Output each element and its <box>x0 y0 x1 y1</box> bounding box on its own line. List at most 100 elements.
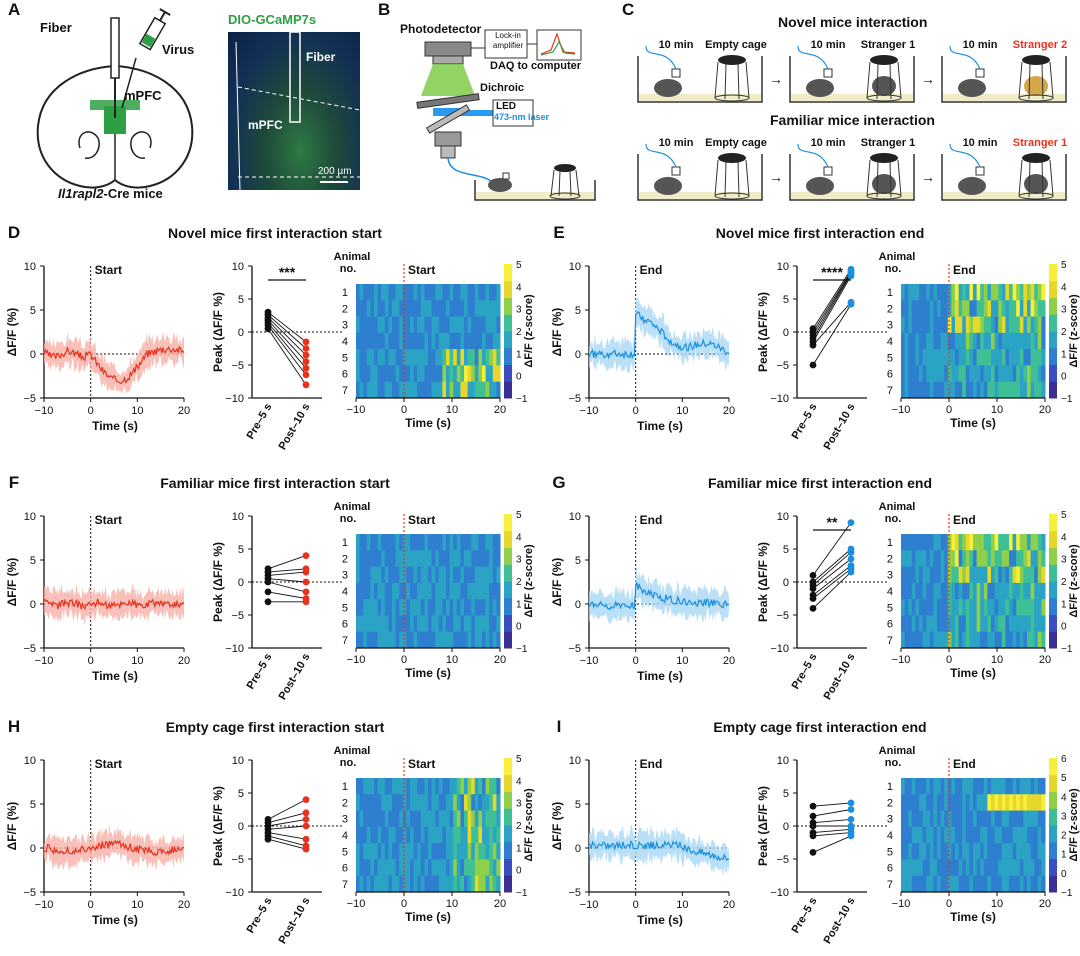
heatmap-cell <box>410 810 415 828</box>
heatmap-cell <box>417 300 422 318</box>
heatmap-cell <box>478 826 483 844</box>
heatmap-cell <box>951 843 956 860</box>
heatmap-cell <box>962 284 967 301</box>
colorbar-segment <box>504 314 512 332</box>
heatmap-cell <box>428 332 433 350</box>
heatmap-cell <box>980 599 985 616</box>
heatmap-cell <box>496 284 501 301</box>
heatmap-cell <box>435 778 440 795</box>
heatmap-row-label: 5 <box>887 602 893 614</box>
heatmap-cell <box>1034 778 1039 795</box>
heatmap-cell <box>485 332 490 350</box>
heatmap-cell <box>951 365 956 383</box>
heatmap-cell <box>363 284 368 301</box>
heatmap-cell <box>933 875 938 893</box>
heatmap-cell <box>951 778 956 795</box>
heatmap-cell <box>911 778 916 795</box>
heatmap-cell <box>951 631 956 649</box>
heatmap-cell <box>933 615 938 633</box>
heatmap-cell <box>955 316 960 334</box>
heatmap-cell <box>492 316 497 334</box>
trace-x-tick: −10 <box>580 655 599 667</box>
heatmap-cell <box>435 615 440 633</box>
heatmap-cell <box>474 843 479 860</box>
heatmap-cell <box>983 332 988 350</box>
heatmap-cell <box>911 810 916 828</box>
heatmap-cell <box>413 550 418 568</box>
heatmap-cell <box>363 794 368 812</box>
heatmap-cell <box>482 615 487 633</box>
heatmap-cell <box>947 284 952 301</box>
heatmap-cell <box>446 843 451 860</box>
familiar-interaction-title: Familiar mice interaction <box>770 112 935 128</box>
trace-sem-band <box>589 824 729 876</box>
heatmap-cell <box>991 631 996 649</box>
heatmap-cell <box>1030 794 1035 812</box>
heatmap-cell <box>449 284 454 301</box>
heatmap-cell <box>366 534 371 551</box>
heatmap-cell <box>374 859 379 877</box>
post-point <box>302 552 310 559</box>
heatmap-cell <box>399 599 404 616</box>
heatmap-cell <box>420 534 425 551</box>
heatmap-cell <box>496 300 501 318</box>
heatmap-cell <box>976 826 981 844</box>
heatmap-cell <box>492 550 497 568</box>
heatmap-cell <box>940 316 945 334</box>
peak-y-tick: −5 <box>776 610 789 622</box>
heatmap-cell <box>929 826 934 844</box>
heatmap-cell <box>915 615 920 633</box>
heatmap-cell <box>929 778 934 795</box>
colorbar-tick: 4 <box>516 532 522 543</box>
heatmap-cell <box>987 778 992 795</box>
colorbar-tick: −1 <box>516 644 528 655</box>
heatmap-cell <box>1037 794 1042 812</box>
heatmap-cell <box>991 794 996 812</box>
heatmap-cell <box>363 534 368 551</box>
heatmap-cell <box>1030 810 1035 828</box>
heatmap-cell <box>431 300 436 318</box>
heatmap-cell <box>983 843 988 860</box>
heatmap-cell <box>911 615 916 633</box>
heatmap-cell <box>908 875 913 893</box>
heatmap-cell <box>464 349 469 366</box>
heatmap-cell <box>449 599 454 616</box>
heatmap-cell <box>485 794 490 812</box>
heatmap-cell <box>1041 599 1046 616</box>
heatmap-cell <box>958 599 963 616</box>
heatmap-row-label: 1 <box>887 781 893 793</box>
animal-no-label: no. <box>340 513 357 525</box>
heatmap-cell <box>915 794 920 812</box>
heatmap-cell <box>940 284 945 301</box>
heatmap-cell <box>983 381 988 399</box>
heatmap-cell <box>471 859 476 877</box>
heatmap-cell <box>496 365 501 383</box>
colorbar-segment <box>1049 808 1057 826</box>
heatmap-cell <box>428 631 433 649</box>
heatmap-cell <box>1001 826 1006 844</box>
trace-y-tick: 10 <box>569 261 581 273</box>
paired-line <box>812 832 852 837</box>
heatmap-cell <box>453 316 458 334</box>
heatmap-cell <box>973 631 978 649</box>
heatmap-row-label: 7 <box>887 635 893 647</box>
colorbar-tick: 0 <box>1061 372 1067 383</box>
heatmap-cell <box>908 778 913 795</box>
trace-x-tick: 20 <box>178 405 190 417</box>
heatmap-cell <box>399 875 404 893</box>
heatmap-cell <box>1030 365 1035 383</box>
heatmap-cell <box>933 599 938 616</box>
heatmap-cell <box>947 843 952 860</box>
heatmap-cell <box>940 794 945 812</box>
heatmap-row-label: 6 <box>342 863 348 875</box>
heatmap-cell <box>1034 859 1039 877</box>
heatmap-cell <box>976 599 981 616</box>
heatmap-cell <box>922 826 927 844</box>
peak-y-tick: 10 <box>232 511 244 523</box>
heatmap-cell <box>901 284 906 301</box>
heatmap-cell <box>471 332 476 350</box>
heatmap-cell <box>442 332 447 350</box>
heatmap-cell <box>951 534 956 551</box>
heatmap-cell <box>420 582 425 600</box>
heatmap-cell <box>453 875 458 893</box>
